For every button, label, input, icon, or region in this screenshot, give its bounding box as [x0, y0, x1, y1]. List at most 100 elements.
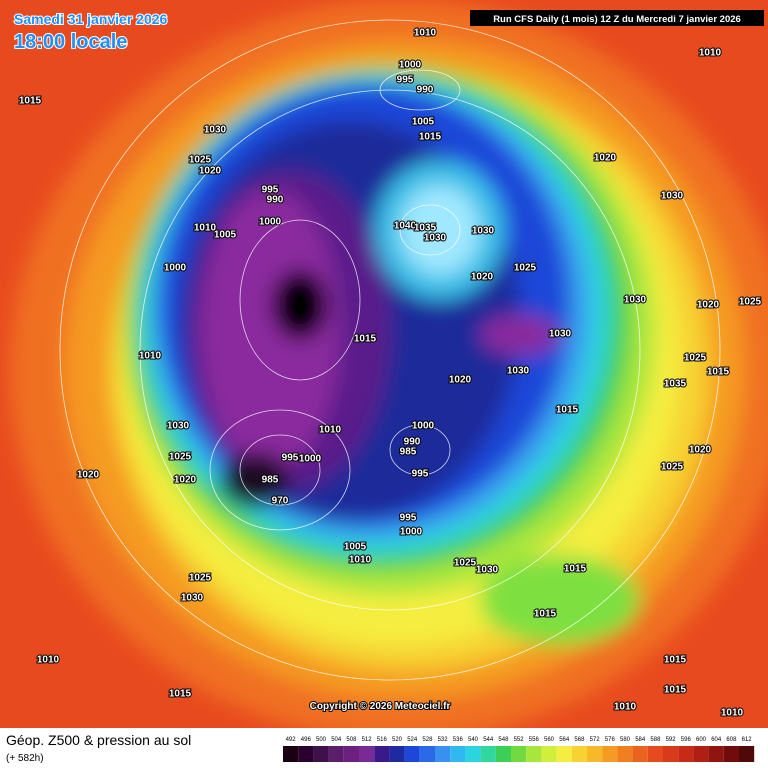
- isobar-label: 1010: [37, 655, 60, 666]
- scale-swatch: [647, 746, 663, 762]
- scale-label: 516: [377, 737, 388, 743]
- isobar-label: 1015: [419, 132, 442, 143]
- isobar-label: 1030: [549, 329, 572, 340]
- scale-swatch: [389, 746, 405, 762]
- scale-label: 580: [620, 737, 631, 743]
- isobar-label: 1035: [414, 223, 437, 234]
- isobar-label: 995: [282, 453, 299, 464]
- isobar-label: 995: [400, 513, 417, 524]
- isobar-label: 1025: [661, 462, 684, 473]
- scale-label: 556: [529, 737, 540, 743]
- scale-label: 508: [346, 737, 357, 743]
- scale-label: 604: [711, 737, 722, 743]
- scale-label: 596: [681, 737, 692, 743]
- scale-swatch: [450, 746, 466, 762]
- isobar-label: 985: [262, 475, 279, 486]
- isobar-label: 1000: [164, 263, 187, 274]
- isobar-label: 1015: [664, 655, 687, 666]
- scale-swatch: [313, 746, 329, 762]
- isobar-label: 1030: [661, 191, 684, 202]
- isobar-label: 1025: [739, 297, 762, 308]
- scale-swatch: [571, 746, 587, 762]
- footer-title: Géop. Z500 & pression au sol: [6, 732, 191, 748]
- isobar-label: 1020: [174, 475, 197, 486]
- run-box: [470, 10, 764, 26]
- isobar-label: 1020: [77, 470, 100, 481]
- isobar-label: 1030: [476, 565, 499, 576]
- scale-swatch: [556, 746, 572, 762]
- scale-label: 528: [422, 737, 433, 743]
- isobar-label: 1015: [169, 689, 192, 700]
- isobar-label: 1015: [556, 405, 579, 416]
- scale-swatch: [739, 746, 755, 762]
- scale-swatch: [298, 746, 314, 762]
- isobar-label: 1025: [169, 452, 192, 463]
- scale-label: 492: [286, 737, 297, 743]
- scale-swatch: [693, 746, 709, 762]
- local-time: 18:00 locale: [14, 31, 127, 53]
- scale-swatch: [435, 746, 451, 762]
- isobar-label: 995: [412, 469, 429, 480]
- scale-swatch: [343, 746, 359, 762]
- isobar-label: 1035: [664, 379, 687, 390]
- scale-swatch: [723, 746, 739, 762]
- scale-label: 512: [362, 737, 373, 743]
- scale-label: 520: [392, 737, 403, 743]
- isobar-label: 1000: [299, 454, 322, 465]
- isobar-label: 1015: [534, 609, 557, 620]
- isobar-label: 1030: [624, 295, 647, 306]
- scale-label: 608: [726, 737, 737, 743]
- isobar-label: 1010: [194, 223, 217, 234]
- isobar-label: 1010: [414, 28, 437, 39]
- isobar-label: 1020: [471, 272, 494, 283]
- isobar-label: 1030: [181, 593, 204, 604]
- scale-label: 496: [301, 737, 312, 743]
- scale-swatch: [526, 746, 542, 762]
- scale-label: 544: [483, 737, 494, 743]
- isobar-label: 1020: [449, 375, 472, 386]
- scale-swatch: [678, 746, 694, 762]
- scale-swatch: [617, 746, 633, 762]
- copyright: Copyright © 2026 Meteociel.fr: [310, 701, 451, 712]
- isobar-label: 1010: [349, 555, 372, 566]
- isobars: [59, 19, 721, 681]
- footer-subtitle: (+ 582h): [6, 753, 44, 764]
- scale-swatch: [283, 746, 299, 762]
- isobar-label: 1025: [189, 155, 212, 166]
- run-info: Run CFS Daily (1 mois) 12 Z du Mercredi …: [493, 14, 741, 25]
- scale-label: 588: [650, 737, 661, 743]
- isobar-label: 1015: [664, 685, 687, 696]
- isobar-label: 1030: [167, 421, 190, 432]
- scale-label: 552: [514, 737, 525, 743]
- scale-label: 600: [696, 737, 707, 743]
- scale-swatch: [419, 746, 435, 762]
- isobar-label: 1040: [394, 221, 417, 232]
- scale-label: 564: [559, 737, 570, 743]
- scale-swatch: [632, 746, 648, 762]
- scale-label: 524: [407, 737, 418, 743]
- isobar-label: 1025: [514, 263, 537, 274]
- scale-swatch: [404, 746, 420, 762]
- isobar-label: 1015: [354, 334, 377, 345]
- scale-label: 560: [544, 737, 555, 743]
- scale-swatch: [511, 746, 527, 762]
- isobar-label: 1020: [697, 300, 720, 311]
- scale-label: 500: [316, 737, 327, 743]
- isobar-label: 1010: [614, 702, 637, 713]
- isobar-label: 1010: [721, 708, 744, 719]
- scale-swatch: [465, 746, 481, 762]
- scale-swatch: [374, 746, 390, 762]
- isobar-label: 1015: [564, 564, 587, 575]
- scale-label: 548: [498, 737, 509, 743]
- isobar-label: 985: [400, 447, 417, 458]
- isobar-label: 1025: [189, 573, 212, 584]
- isobar-label: 1005: [214, 230, 237, 241]
- scale-swatch: [480, 746, 496, 762]
- scale-label: 504: [331, 737, 342, 743]
- scale-swatch: [541, 746, 557, 762]
- isobar-label: 1015: [707, 367, 730, 378]
- scale-label: 572: [590, 737, 601, 743]
- scale-swatch: [663, 746, 679, 762]
- scale-label: 612: [742, 737, 753, 743]
